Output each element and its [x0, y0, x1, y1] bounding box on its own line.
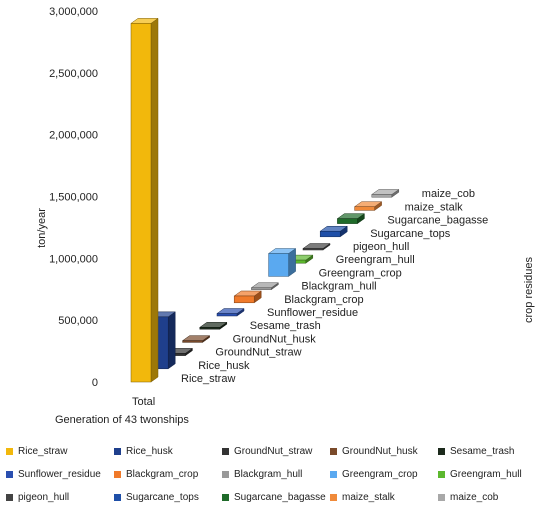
depth-label: Blackgram_crop [284, 294, 363, 306]
depth-label: Sunflower_residue [267, 307, 358, 319]
legend-item: Sesame_trash [438, 446, 546, 457]
bar-sugarcane-tops [319, 225, 348, 238]
legend-label: Blackgram_crop [126, 469, 199, 480]
bar-rice-straw [130, 17, 159, 383]
legend-item: Greengram_hull [438, 469, 546, 480]
bar-maize-cob [371, 188, 400, 198]
legend-label: Sunflower_residue [18, 469, 101, 480]
legend-item: maize_cob [438, 492, 546, 503]
y-tick-label: 1,000,000 [49, 253, 98, 265]
depth-label: Blackgram_hull [301, 281, 376, 293]
legend-swatch [222, 494, 229, 501]
y-tick-label: 3,000,000 [49, 6, 98, 18]
depth-label: Rice_husk [198, 360, 250, 372]
legend-swatch [6, 471, 13, 478]
legend-label: Sugarcane_bagasse [234, 492, 326, 503]
legend-item: Sunflower_residue [6, 469, 114, 480]
chart-legend: Rice_straw Rice_husk GroundNut_straw Ground… [6, 446, 546, 503]
depth-label: GroundNut_straw [215, 347, 301, 359]
legend-label: Rice_husk [126, 446, 173, 457]
legend-label: maize_stalk [342, 492, 395, 503]
legend-label: maize_cob [450, 492, 499, 503]
bars-layer [130, 17, 400, 383]
legend-swatch [330, 471, 337, 478]
legend-item: maize_stalk [330, 492, 438, 503]
legend-label: Greengram_hull [450, 469, 522, 480]
y-axis: 0 500,000 1,000,000 1,500,000 2,000,000 2,500… [49, 6, 98, 389]
legend-swatch [222, 448, 229, 455]
depth-axis-title: crop residues [523, 256, 535, 323]
legend-swatch [438, 448, 445, 455]
bar-groundnut-husk [181, 335, 211, 343]
legend-item: Rice_straw [6, 446, 114, 457]
legend-swatch [114, 448, 121, 455]
legend-label: Blackgram_hull [234, 469, 303, 480]
legend-item: Rice_husk [114, 446, 222, 457]
legend-label: Sesame_trash [450, 446, 515, 457]
legend-swatch [438, 471, 445, 478]
depth-label: Sesame_trash [250, 320, 321, 332]
bar-sunflower-residue [216, 308, 245, 317]
bar-greengram-crop [267, 248, 297, 277]
legend-swatch [330, 494, 337, 501]
legend-swatch [222, 471, 229, 478]
legend-item: GroundNut_husk [330, 446, 438, 457]
legend-label: pigeon_hull [18, 492, 70, 503]
legend-item: Blackgram_crop [114, 469, 222, 480]
legend-swatch [438, 494, 445, 501]
depth-label: Greengram_hull [336, 254, 415, 266]
y-tick-label: 0 [92, 377, 98, 389]
y-tick-label: 2,500,000 [49, 68, 98, 80]
legend-label: GroundNut_straw [234, 446, 313, 457]
legend-item: pigeon_hull [6, 492, 114, 503]
y-tick-label: 2,000,000 [49, 130, 98, 142]
depth-label: maize_stalk [405, 201, 464, 213]
legend-swatch [6, 448, 13, 455]
legend-item: Greengram_crop [330, 469, 438, 480]
depth-label: Rice_straw [181, 373, 235, 385]
bar-sugarcane-bagasse [336, 213, 366, 225]
category-label: Total [132, 396, 155, 408]
bar-blackgram-hull [250, 282, 280, 291]
legend-swatch [6, 494, 13, 501]
legend-item: Sugarcane_tops [114, 492, 222, 503]
legend-item: Sugarcane_bagasse [222, 492, 330, 503]
bar-sesame-trash [199, 321, 228, 330]
y-tick-label: 500,000 [58, 315, 98, 327]
depth-label: GroundNut_husk [233, 333, 317, 345]
bar-blackgram-crop [233, 290, 262, 304]
depth-label: Sugarcane_tops [370, 228, 451, 240]
depth-label: Sugarcane_bagasse [387, 215, 488, 227]
legend-swatch [330, 448, 337, 455]
legend-item: Blackgram_hull [222, 469, 330, 480]
legend-item: GroundNut_straw [222, 446, 330, 457]
legend-label: GroundNut_husk [342, 446, 418, 457]
legend-label: Greengram_crop [342, 469, 418, 480]
y-axis-title: ton/year [36, 208, 48, 248]
depth-label: maize_cob [422, 188, 475, 200]
x-axis-title: Generation of 43 twonships [55, 414, 189, 426]
legend-swatch [114, 494, 121, 501]
depth-label: pigeon_hull [353, 241, 409, 253]
legend-swatch [114, 471, 121, 478]
depth-label: Greengram_crop [319, 267, 402, 279]
legend-label: Sugarcane_tops [126, 492, 199, 503]
y-tick-label: 1,500,000 [49, 192, 98, 204]
bar-maize-stalk [353, 201, 383, 211]
bar-pigeon-hull [302, 243, 331, 251]
legend-label: Rice_straw [18, 446, 68, 457]
